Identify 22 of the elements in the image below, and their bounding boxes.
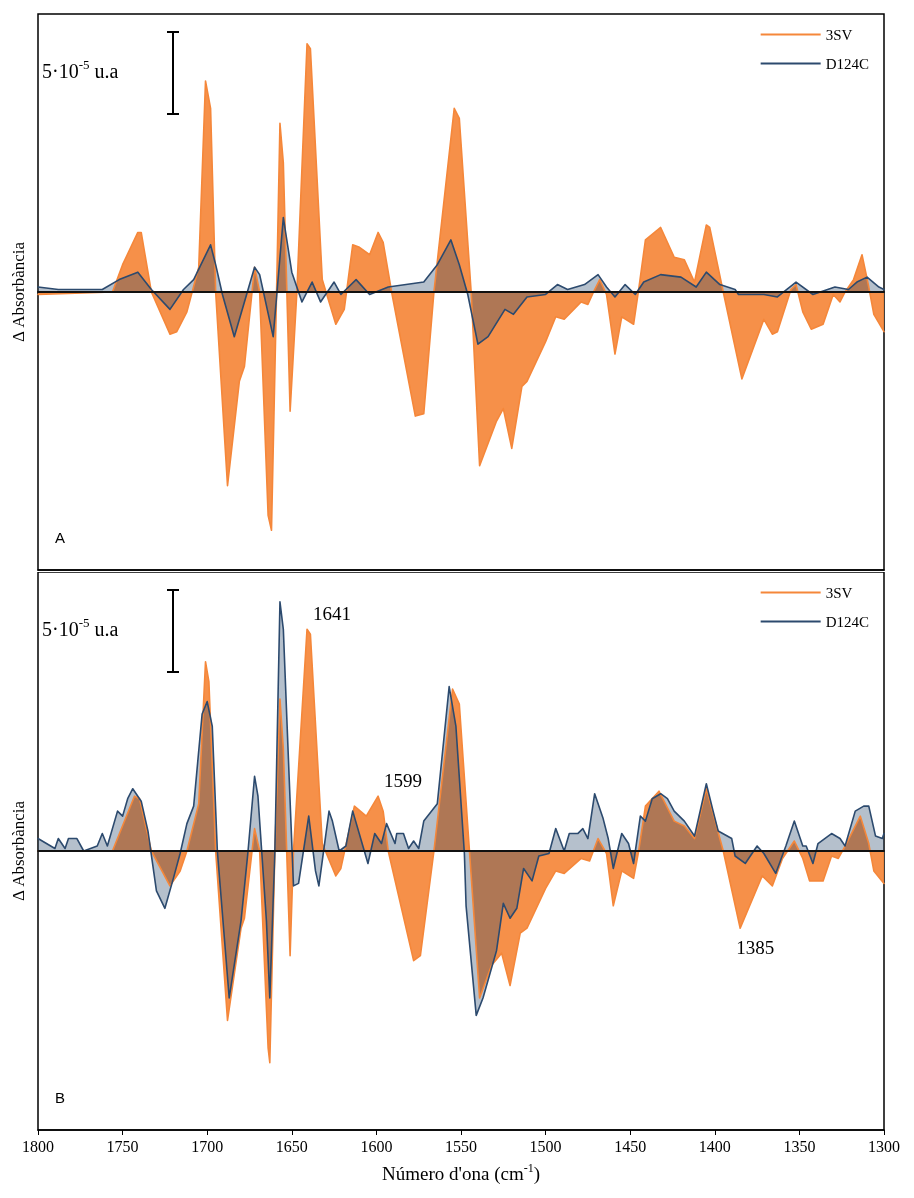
text: B (55, 1089, 66, 1106)
x-tick-label: 1600 (360, 1137, 393, 1155)
y-axis-title: Δ Absorbància (8, 800, 28, 902)
annotation: 1641 (313, 603, 352, 625)
legend-label: 3SV (825, 584, 853, 601)
legend-label: 3SV (825, 26, 853, 43)
y-axis-title: Δ Absorbància (8, 241, 28, 343)
legend-label: D124C (825, 55, 870, 72)
annotation: 1385 (736, 937, 775, 959)
x-tick-label: 1750 (106, 1137, 139, 1155)
x-tick-label: 1650 (275, 1137, 308, 1155)
x-tick-label: 1800 (22, 1137, 54, 1155)
x-tick-label: 1450 (614, 1137, 647, 1155)
legend-label: D124C (825, 613, 870, 630)
x-tick-label: 1350 (783, 1137, 816, 1155)
x-tick-label: 1550 (445, 1137, 477, 1155)
x-tick-label: 1400 (698, 1137, 731, 1155)
x-tick-label: 1500 (529, 1137, 562, 1155)
text: A (55, 529, 66, 546)
x-tick-label: 1700 (191, 1137, 224, 1155)
x-tick-label: 1300 (868, 1137, 900, 1155)
annotation: 1599 (384, 770, 423, 792)
